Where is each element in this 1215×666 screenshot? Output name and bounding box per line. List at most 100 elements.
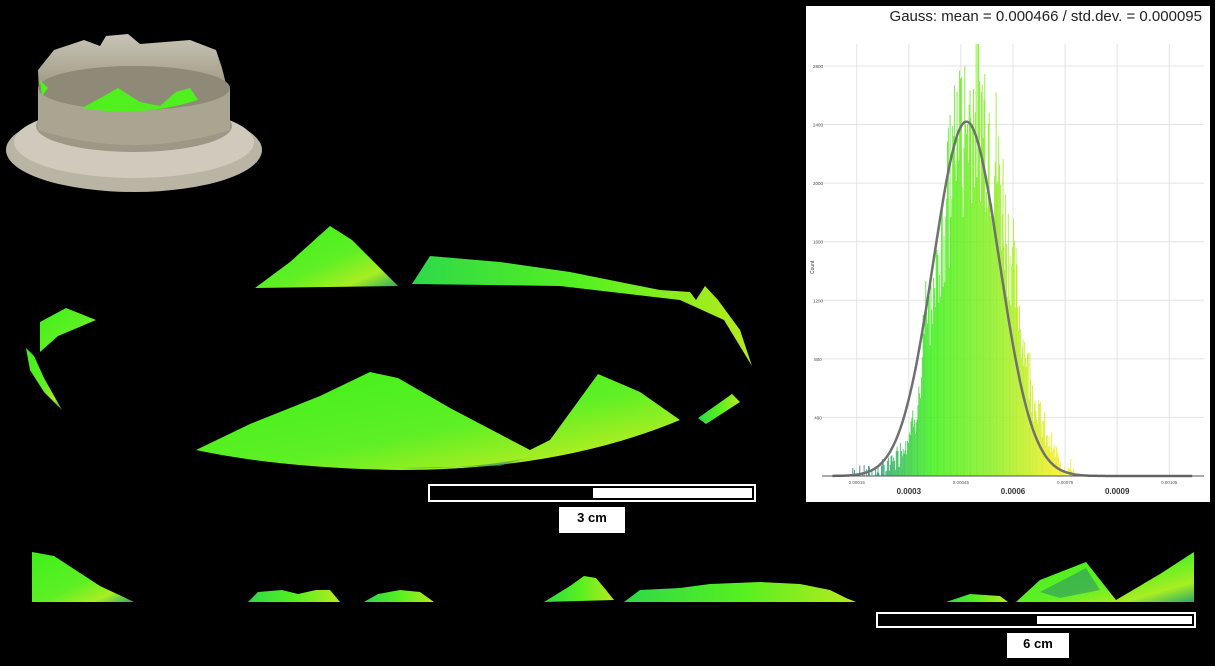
histogram-bar bbox=[973, 187, 975, 476]
histogram-bar bbox=[920, 398, 922, 476]
histogram-bar bbox=[1060, 469, 1062, 476]
histogram-bar bbox=[1030, 379, 1032, 476]
histogram-bar bbox=[889, 464, 891, 476]
histogram-bar bbox=[966, 124, 968, 477]
histogram-bar bbox=[878, 472, 880, 476]
histogram-bar bbox=[939, 274, 941, 476]
histogram-bar bbox=[1019, 305, 1020, 476]
histogram-bar bbox=[970, 118, 972, 477]
histogram-bar bbox=[965, 124, 967, 477]
histogram-bar bbox=[1011, 265, 1013, 476]
histogram-bar bbox=[948, 267, 950, 476]
histogram-bar bbox=[892, 461, 894, 476]
histogram-bar bbox=[931, 309, 933, 476]
histogram-bar bbox=[894, 469, 896, 476]
histogram-bar bbox=[962, 216, 964, 476]
histogram-bar bbox=[975, 44, 977, 476]
histogram-bar bbox=[935, 237, 937, 476]
histogram-bar bbox=[953, 135, 954, 477]
histogram-bar bbox=[1038, 400, 1040, 476]
histogram-bar bbox=[1020, 357, 1022, 476]
histogram-bar bbox=[999, 184, 1001, 476]
histogram-bar bbox=[1026, 366, 1027, 476]
y-tick-label: 2800 bbox=[813, 64, 824, 69]
histogram-bar bbox=[997, 180, 999, 476]
x-tick-label-minor: 0.00015 bbox=[849, 480, 866, 485]
histogram-bar bbox=[947, 127, 949, 476]
histogram-bar bbox=[859, 465, 861, 476]
histogram-title: Gauss: mean = 0.000466 / std.dev. = 0.00… bbox=[889, 8, 1202, 25]
histogram-chart: 400 800 1200 1600 2000 2400 2800 0.0003 0.0006 0… bbox=[810, 44, 1204, 496]
histogram-bar bbox=[885, 471, 887, 476]
histogram-bar bbox=[1025, 358, 1027, 476]
histogram-bar bbox=[1065, 474, 1066, 476]
histogram-bar bbox=[924, 309, 926, 476]
histogram-bar bbox=[984, 74, 986, 476]
histogram-bar bbox=[999, 164, 1001, 476]
histogram-bar bbox=[959, 70, 961, 476]
histogram-bar bbox=[989, 207, 991, 476]
histogram-bar bbox=[895, 451, 897, 476]
y-axis-label: Count bbox=[810, 260, 816, 274]
histogram-bar bbox=[902, 448, 904, 476]
histogram-bar bbox=[1053, 444, 1055, 476]
histogram-bar bbox=[919, 393, 921, 476]
histogram-bar bbox=[890, 456, 892, 476]
histogram-bar bbox=[1042, 420, 1044, 476]
histogram-bar bbox=[957, 138, 959, 476]
histogram-bar bbox=[956, 91, 958, 477]
histogram-bar bbox=[1032, 421, 1034, 476]
histogram-bar bbox=[887, 460, 889, 476]
histogram-bar bbox=[1036, 419, 1038, 476]
histogram-bar bbox=[993, 176, 995, 477]
histogram-bar bbox=[899, 466, 901, 476]
histogram-bar bbox=[1000, 249, 1002, 476]
histogram-bar bbox=[990, 216, 992, 476]
deviation-map-ring bbox=[26, 226, 752, 470]
histogram-bar bbox=[907, 442, 909, 476]
histogram-bar bbox=[1043, 420, 1045, 476]
histogram-bar bbox=[891, 455, 893, 476]
scalebar-3cm-label: 3 cm bbox=[559, 507, 625, 533]
histogram-bar bbox=[903, 453, 905, 476]
x-tick-label-minor: 0.00075 bbox=[1057, 480, 1074, 485]
histogram-bar bbox=[1017, 307, 1019, 476]
histogram-bar bbox=[917, 405, 919, 476]
vessel-thumbnail bbox=[6, 34, 262, 192]
histogram-bar bbox=[961, 187, 963, 476]
histogram-bar bbox=[994, 161, 996, 476]
histogram-bar bbox=[1019, 329, 1021, 476]
histogram-bar bbox=[946, 198, 948, 476]
histogram-bar bbox=[901, 456, 903, 476]
histogram-bar bbox=[967, 162, 969, 477]
histogram-bar bbox=[950, 216, 952, 476]
histogram-bar bbox=[854, 469, 856, 476]
histogram-bar bbox=[944, 282, 946, 476]
histogram-bar bbox=[897, 450, 899, 476]
histogram-bar bbox=[898, 466, 900, 476]
histogram-bar bbox=[914, 419, 915, 476]
histogram-bar bbox=[912, 410, 914, 476]
histogram-bar bbox=[893, 457, 895, 476]
histogram-bar bbox=[940, 296, 941, 476]
histogram-bar bbox=[923, 333, 925, 476]
histogram-bar bbox=[874, 469, 876, 476]
histogram-bar bbox=[1058, 456, 1060, 476]
histogram-bar bbox=[916, 419, 918, 476]
histogram-bar bbox=[945, 216, 947, 476]
histogram-bar bbox=[883, 465, 885, 476]
histogram-bar bbox=[960, 76, 962, 476]
histogram-bar bbox=[906, 454, 908, 476]
histogram-bar bbox=[894, 460, 895, 476]
histogram-bar bbox=[996, 183, 998, 476]
histogram-bar bbox=[1006, 243, 1007, 476]
histogram-bar bbox=[913, 426, 915, 476]
histogram-bar bbox=[1063, 473, 1065, 476]
histogram-bar bbox=[921, 357, 923, 476]
histogram-bar bbox=[934, 306, 936, 476]
histogram-bar bbox=[1006, 296, 1008, 476]
scalebar-white-segment bbox=[593, 488, 752, 498]
histogram-bar bbox=[876, 472, 878, 476]
histogram-bar bbox=[1045, 445, 1047, 476]
histogram-bar bbox=[998, 136, 1000, 476]
